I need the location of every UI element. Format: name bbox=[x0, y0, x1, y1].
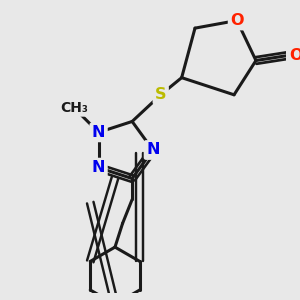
Text: N: N bbox=[146, 142, 160, 158]
Text: O: O bbox=[289, 48, 300, 63]
Text: N: N bbox=[92, 125, 105, 140]
Text: O: O bbox=[230, 13, 244, 28]
Text: N: N bbox=[92, 160, 105, 175]
Text: CH₃: CH₃ bbox=[60, 100, 88, 115]
Text: S: S bbox=[155, 87, 166, 102]
